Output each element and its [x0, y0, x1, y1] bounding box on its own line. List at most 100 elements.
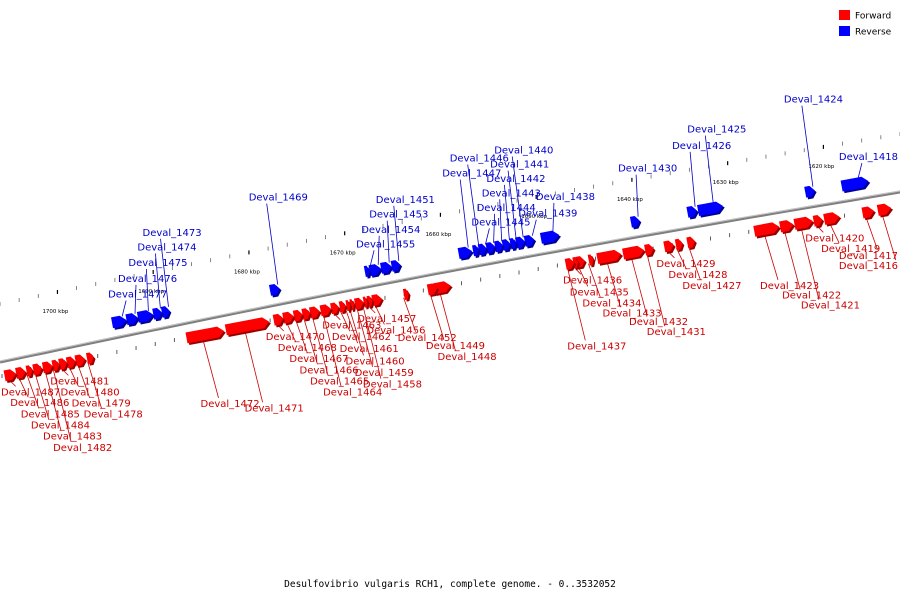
gene-arrow[interactable] — [523, 234, 537, 249]
gene-arrow[interactable] — [185, 325, 226, 346]
gene-arrow[interactable] — [345, 299, 353, 313]
gene-arrow[interactable] — [32, 363, 45, 378]
gene-arrow[interactable] — [779, 219, 796, 235]
gene-arrow[interactable] — [840, 175, 872, 194]
gene-leader-line — [504, 184, 510, 240]
gene-arrow-body — [697, 201, 723, 216]
gene-leader-line — [146, 268, 149, 312]
gene-arrow[interactable] — [41, 360, 56, 375]
gene-arrow[interactable] — [272, 313, 287, 328]
gene-arrow[interactable] — [876, 202, 894, 218]
gene-arrow[interactable] — [753, 221, 782, 239]
gene-arrow[interactable] — [564, 257, 578, 272]
gene-arrow[interactable] — [380, 261, 394, 276]
gene-arrow-body — [686, 205, 697, 218]
legend-swatch-forward — [839, 10, 850, 20]
gene-arrow[interactable] — [319, 303, 334, 318]
tick-label: 1680 kbp — [234, 269, 260, 275]
gene-arrow-body — [185, 326, 224, 344]
gene-label: Deval_1481 — [50, 376, 109, 387]
gene-arrow[interactable] — [457, 245, 475, 261]
genome-backbone — [0, 190, 900, 364]
legend-swatch-reverse — [839, 26, 850, 36]
gene-arrow[interactable] — [269, 283, 283, 298]
gene-arrow[interactable] — [686, 236, 698, 251]
gene-arrow[interactable] — [793, 215, 815, 232]
gene-label: Deval_1485 — [21, 409, 80, 420]
gene-leader-line — [160, 238, 169, 307]
gene-arrow-body — [644, 243, 654, 256]
gene-arrow[interactable] — [368, 263, 384, 278]
gene-label: Deval_1484 — [31, 421, 90, 432]
gene-arrow[interactable] — [572, 256, 581, 271]
gene-arrow[interactable] — [282, 311, 296, 326]
gene-arrow[interactable] — [509, 237, 519, 252]
gene-arrow[interactable] — [697, 200, 726, 218]
gene-leader-line — [393, 205, 400, 261]
gene-label: Deval_1421 — [801, 301, 860, 312]
gene-arrow[interactable] — [353, 297, 367, 312]
gene-arrow[interactable] — [390, 259, 404, 274]
gene-arrow[interactable] — [644, 243, 656, 258]
gene-arrow[interactable] — [686, 205, 699, 220]
gene-arrow-body — [457, 246, 472, 259]
gene-arrow[interactable] — [366, 295, 375, 309]
gene-leader-line — [493, 213, 495, 243]
gene-arrow-body — [41, 361, 53, 374]
gene-arrow[interactable] — [308, 305, 323, 321]
gene-label: Deval_1471 — [245, 403, 304, 414]
gene-arrow[interactable] — [74, 353, 88, 369]
gene-arrow[interactable] — [823, 211, 842, 227]
gene-arrow[interactable] — [125, 312, 140, 327]
gene-arrow[interactable] — [363, 265, 373, 279]
gene-leader-line — [688, 245, 701, 281]
gene-leader-line — [566, 267, 586, 341]
gene-arrow[interactable] — [629, 215, 642, 230]
gene-arrow[interactable] — [338, 300, 349, 315]
gene-arrow-body — [629, 215, 640, 228]
gene-arrow-body — [338, 301, 346, 313]
gene-label: Deval_1445 — [471, 217, 530, 228]
gene-label: Deval_1483 — [43, 432, 102, 443]
gene-arrow[interactable] — [15, 366, 29, 381]
gene-leader-line — [202, 337, 219, 399]
gene-arrow[interactable] — [85, 352, 97, 366]
gene-arrow[interactable] — [596, 248, 624, 266]
gene-label: Deval_1420 — [805, 233, 864, 244]
gene-arrow[interactable] — [349, 299, 357, 313]
gene-arrow[interactable] — [861, 205, 876, 221]
gene-arrow[interactable] — [804, 185, 817, 200]
gene-leader-line — [499, 199, 503, 242]
gene-leader-line — [345, 308, 358, 344]
gene-labels: Deval_1487Deval_1486Deval_1485Deval_1484… — [1, 95, 898, 454]
gene-arrow-body — [622, 245, 645, 260]
tick-labels: 1700 kbp 1690 kbp 1680 kbp 1670 kbp 1660 kbp… — [42, 164, 834, 315]
gene-arrow[interactable] — [3, 368, 19, 383]
gene-arrows — [3, 175, 894, 383]
gene-arrow[interactable] — [25, 364, 36, 379]
gene-arrow[interactable] — [472, 244, 482, 258]
gene-label: Deval_1461 — [340, 344, 399, 355]
gene-arrow[interactable] — [160, 305, 173, 320]
gene-leader-line — [588, 263, 601, 298]
gene-arrow[interactable] — [587, 254, 597, 268]
gene-arrow[interactable] — [58, 357, 70, 372]
gene-arrow[interactable] — [362, 296, 371, 310]
gene-arrow[interactable] — [812, 214, 825, 229]
gene-arrow[interactable] — [292, 309, 306, 324]
gene-arrow-body — [402, 288, 409, 300]
gene-leader-line — [485, 228, 490, 245]
gene-arrow[interactable] — [111, 314, 129, 330]
gene-arrow-body — [823, 212, 840, 225]
gene-label: Deval_1467 — [289, 354, 348, 365]
gene-label: Deval_1426 — [672, 141, 731, 152]
gene-arrow[interactable] — [426, 282, 440, 298]
gene-arrow[interactable] — [402, 288, 412, 302]
gene-leader-line — [339, 310, 351, 332]
gene-arrow[interactable] — [663, 239, 676, 254]
gene-arrow[interactable] — [136, 309, 156, 325]
gene-arrow[interactable] — [674, 238, 686, 252]
gene-arrow[interactable] — [622, 244, 647, 262]
gene-arrow[interactable] — [224, 316, 272, 337]
gene-arrow[interactable] — [539, 229, 562, 246]
